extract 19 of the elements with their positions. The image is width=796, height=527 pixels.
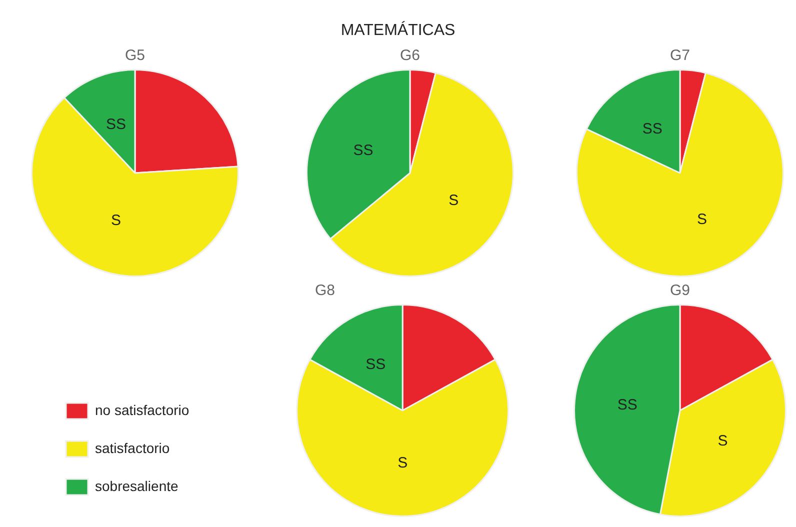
data-label: SS	[366, 356, 386, 374]
chart-title: G9	[670, 282, 690, 300]
data-label: SS	[617, 396, 638, 414]
legend-label: satisfactorio	[95, 440, 170, 456]
chart-title: G6	[400, 47, 420, 64]
data-label: S	[398, 454, 408, 472]
data-label: S	[448, 192, 459, 209]
data-label: SS	[106, 116, 126, 134]
legend-label: sobresaliente	[95, 478, 178, 494]
data-label: S	[110, 212, 122, 230]
chart-title: G5	[124, 47, 146, 64]
chart-title: G7	[670, 47, 690, 64]
data-label: SS	[353, 142, 374, 160]
chart-title: G8	[314, 282, 336, 300]
data-label: SS	[642, 120, 662, 138]
data-label: S	[718, 432, 728, 450]
text: MATEMÁTICAS	[340, 22, 456, 40]
legend-label: no satisfactorio	[95, 402, 190, 418]
data-label: S	[696, 210, 707, 228]
